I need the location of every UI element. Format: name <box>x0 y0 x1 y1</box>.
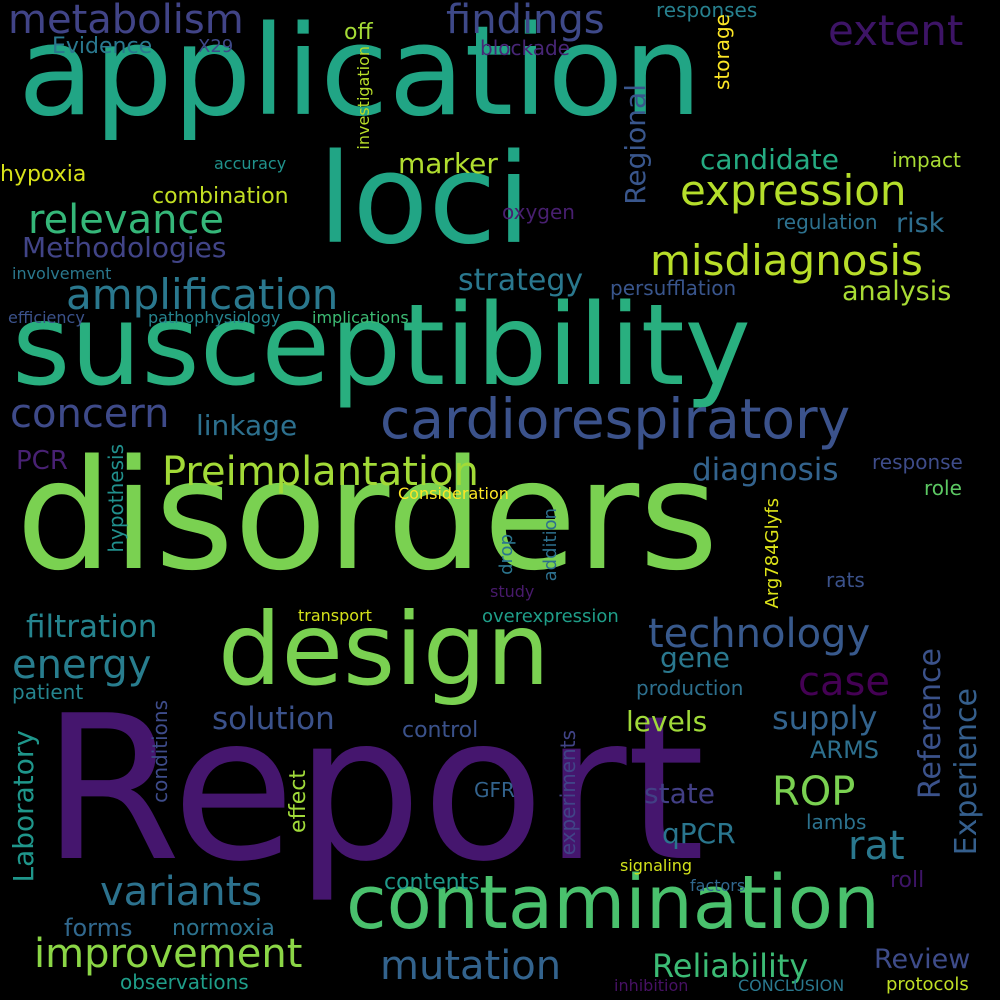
word-preimplantation: Preimplantation <box>162 449 479 495</box>
word-factors: factors <box>690 876 746 895</box>
word-observations: observations <box>120 970 249 994</box>
word-cardiorespiratory: cardiorespiratory <box>380 387 851 451</box>
word-gene: gene <box>660 641 730 674</box>
word-normoxia: normoxia <box>172 916 275 941</box>
word-misdiagnosis: misdiagnosis <box>650 236 923 285</box>
word-technology: technology <box>648 611 871 657</box>
word-protocols: protocols <box>886 974 969 995</box>
word-arg784glyfs: Arg784Glyfs <box>762 498 783 609</box>
word-lambs: lambs <box>806 810 867 834</box>
word-review: Review <box>874 944 971 975</box>
word-study: study <box>490 582 535 601</box>
word-relevance: relevance <box>28 197 225 243</box>
word-rop: ROP <box>772 769 856 815</box>
word-overexpression: overexpression <box>482 606 619 627</box>
word-state: state <box>644 777 715 810</box>
word-combination: combination <box>152 184 289 209</box>
word-oxygen: oxygen <box>502 200 575 224</box>
word-addition: addition <box>540 508 561 582</box>
word-involvement: involvement <box>12 264 112 283</box>
word-experience: Experience <box>949 688 984 856</box>
word-diagnosis: diagnosis <box>692 452 839 488</box>
word-report: Report <box>42 673 705 906</box>
word-methodologies: Methodologies <box>22 231 227 264</box>
word-investigation: investigation <box>354 46 373 150</box>
word-storage: storage <box>710 14 734 90</box>
word-efficiency: efficiency <box>8 308 85 327</box>
word-pathophysiology: pathophysiology <box>148 308 281 327</box>
word-analysis: analysis <box>842 276 952 307</box>
word-contamination: contamination <box>346 860 880 946</box>
word-drop: drop <box>496 534 517 575</box>
word-concern: concern <box>10 391 170 437</box>
word-improvement: improvement <box>34 931 303 977</box>
word-reference: Reference <box>913 648 948 800</box>
word-accuracy: accuracy <box>214 154 287 173</box>
word-loci: loci <box>318 128 531 272</box>
word-conditions: conditions <box>148 700 172 803</box>
word-energy: energy <box>12 642 152 688</box>
word-metabolism: metabolism <box>8 0 244 43</box>
word-signaling: signaling <box>620 856 693 875</box>
word-blockade: blockade <box>480 36 570 60</box>
word-implications: implications <box>312 308 409 327</box>
word-production: production <box>636 676 744 700</box>
word-levels: levels <box>626 705 708 738</box>
word-laboratory: Laboratory <box>7 730 40 883</box>
word-gfr: GFR <box>474 778 515 802</box>
word-linkage: linkage <box>196 409 298 442</box>
word-roll: roll <box>890 868 925 893</box>
word-risk: risk <box>896 208 945 239</box>
word-reliability: Reliability <box>652 947 809 985</box>
word-strategy: strategy <box>458 263 584 298</box>
word-effect: effect <box>286 770 311 833</box>
word-variants: variants <box>100 869 263 915</box>
word-impact: impact <box>892 148 961 172</box>
word-contents: contents <box>384 870 480 895</box>
word-filtration: filtration <box>26 609 158 645</box>
word-amplification: amplification <box>66 270 339 319</box>
word-design: design <box>218 591 550 708</box>
word-x29: X29 <box>198 36 234 57</box>
word-forms: forms <box>64 914 133 942</box>
word-susceptibility: susceptibility <box>12 281 751 411</box>
word-inhibition: inhibition <box>614 976 689 995</box>
word-findings: findings <box>446 0 605 43</box>
word-solution: solution <box>212 701 335 737</box>
word-candidate: candidate <box>700 143 839 176</box>
word-responses: responses <box>656 0 758 22</box>
word-pcr: PCR <box>16 446 68 476</box>
word-hypothesis: hypothesis <box>104 444 128 553</box>
word-regional: Regional <box>619 84 652 205</box>
word-marker: marker <box>398 147 498 180</box>
word-rats: rats <box>826 568 865 592</box>
word-patient: patient <box>12 680 84 704</box>
word-case: case <box>798 659 890 705</box>
word-experiments: experiments <box>556 730 580 856</box>
word-response: response <box>872 450 963 474</box>
word-mutation: mutation <box>380 943 562 989</box>
word-transport: transport <box>298 606 372 625</box>
word-regulation: regulation <box>776 210 878 234</box>
word-disorders: disorders <box>16 427 719 604</box>
word-evidence: Evidence <box>52 34 153 59</box>
word-extent: extent <box>828 6 964 55</box>
word-expression: expression <box>680 166 907 215</box>
word-off: off <box>344 20 373 45</box>
word-application: application <box>18 0 702 144</box>
word-persufflation: persufflation <box>610 276 737 300</box>
word-role: role <box>924 476 962 500</box>
word-qpcr: qPCR <box>662 817 736 850</box>
word-arms: ARMS <box>810 736 880 764</box>
word-conclusion: CONCLUSION <box>738 976 845 995</box>
word-consideration: Consideration <box>398 484 509 503</box>
word-supply: supply <box>772 699 878 737</box>
word-control: control <box>402 718 479 743</box>
word-hypoxia: hypoxia <box>0 162 87 187</box>
word-rat: rat <box>848 823 905 869</box>
